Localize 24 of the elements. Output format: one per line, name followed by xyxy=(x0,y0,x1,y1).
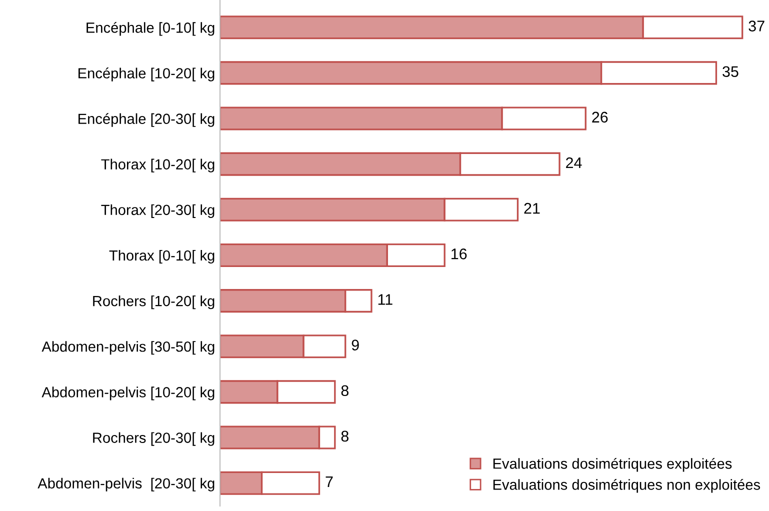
annotation: 24 xyxy=(566,157,582,168)
annotation: 8 xyxy=(341,385,348,396)
y-tick-label: Rochers [20-30[ kg xyxy=(93,432,214,446)
legend-label: Evaluations dosimétriques exploitées xyxy=(493,458,732,472)
y-tick-label: Thorax [0-10[ kg xyxy=(109,250,214,264)
annotation: 8 xyxy=(341,430,348,442)
y-tick-label: Encéphale [20-30[ kg xyxy=(78,113,214,127)
y-tick-label: Thorax [20-30[ kg xyxy=(101,204,214,218)
annotation: 26 xyxy=(592,112,608,123)
legend-label: Evaluations dosimétriques non exploitées xyxy=(493,479,760,493)
annotation: 7 xyxy=(326,476,333,488)
y-tick-label: Rochers [10-20[ kg xyxy=(93,296,214,310)
annotation: 37 xyxy=(748,20,764,32)
y-tick-label: Abdomen-pelvis [30-50[ kg xyxy=(42,341,214,355)
annotation: 9 xyxy=(352,340,359,350)
y-tick-label: Abdomen-pelvis [10-20[ kg xyxy=(42,386,214,400)
annotation: 35 xyxy=(722,66,738,78)
y-tick-label: Abdomen-pelvis [20-30[ kg xyxy=(38,478,214,492)
annotation: 21 xyxy=(524,202,540,214)
annotation: 16 xyxy=(452,248,467,260)
annotation: 11 xyxy=(378,294,392,305)
y-tick-label: Thorax [10-20[ kg xyxy=(101,158,214,172)
y-tick-label: Encéphale [10-20[ kg xyxy=(78,68,214,82)
y-tick-label: Encéphale [0-10[ kg xyxy=(86,22,214,36)
